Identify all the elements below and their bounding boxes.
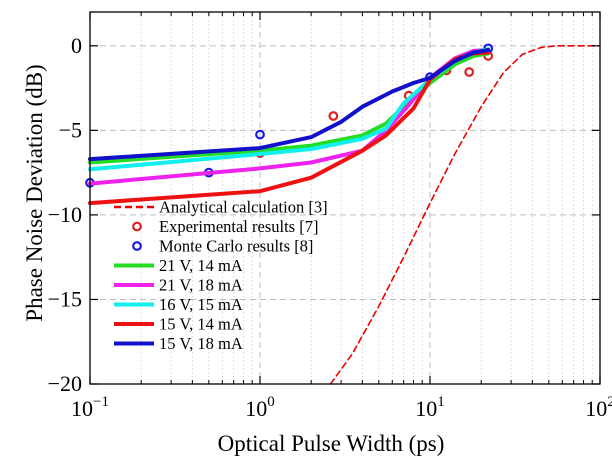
series-16-v-15-ma xyxy=(88,47,491,172)
legend-label: 21 V, 18 mA xyxy=(159,276,243,295)
x-tick-label: 100 xyxy=(245,394,275,421)
legend-label: Analytical calculation [3] xyxy=(159,198,328,217)
axes-frame xyxy=(89,11,601,385)
series-line xyxy=(329,45,601,385)
legend-marker xyxy=(132,221,142,232)
series-line xyxy=(88,50,491,206)
plot-border xyxy=(89,11,601,385)
legend-item: 15 V, 18 mA xyxy=(114,334,243,353)
legend: Analytical calculation [3]Experimental r… xyxy=(114,198,328,353)
legend-item: 21 V, 18 mA xyxy=(114,276,243,295)
legend-item: 16 V, 15 mA xyxy=(114,295,243,314)
series-line xyxy=(88,48,491,162)
legend-label: Experimental results [7] xyxy=(159,217,318,236)
x-tick-label: 102 xyxy=(585,394,612,421)
legend-item: 15 V, 14 mA xyxy=(114,315,243,334)
legend-marker xyxy=(132,241,142,251)
x-tick-label: 101 xyxy=(415,394,445,421)
series-layer xyxy=(85,43,601,385)
legend-item: 21 V, 14 mA xyxy=(114,256,243,275)
legend-label: 21 V, 14 mA xyxy=(159,256,243,275)
data-point xyxy=(255,129,265,140)
y-tick-label: −5 xyxy=(59,117,82,142)
data-point xyxy=(464,67,475,77)
y-tick-label: −15 xyxy=(48,286,82,311)
y-tick-label: 0 xyxy=(71,33,82,58)
series-line xyxy=(88,47,491,172)
series-15-v-14-ma xyxy=(88,50,491,206)
series-analytical-calculation-3 xyxy=(329,45,601,385)
y-axis-label: Phase Noise Deviation (dB) xyxy=(22,64,47,321)
legend-item: Experimental results [7] xyxy=(132,217,318,236)
legend-label: 16 V, 15 mA xyxy=(159,295,243,314)
y-tick-label: −10 xyxy=(48,202,82,227)
x-tick-label: 10−1 xyxy=(71,394,109,421)
legend-item: Analytical calculation [3] xyxy=(114,198,328,217)
series-21-v-14-ma xyxy=(88,51,491,165)
y-tick-label: −20 xyxy=(48,371,82,396)
legend-label: 15 V, 14 mA xyxy=(159,315,243,334)
series-15-v-18-ma xyxy=(88,48,491,162)
data-point xyxy=(328,111,339,121)
axis-labels: Optical Pulse Width (ps) Phase Noise Dev… xyxy=(22,64,444,456)
x-axis-label: Optical Pulse Width (ps) xyxy=(218,431,445,456)
legend-label: Monte Carlo results [8] xyxy=(159,237,313,256)
legend-label: 15 V, 18 mA xyxy=(159,334,243,353)
series-line xyxy=(88,51,491,165)
legend-item: Monte Carlo results [8] xyxy=(132,237,313,256)
